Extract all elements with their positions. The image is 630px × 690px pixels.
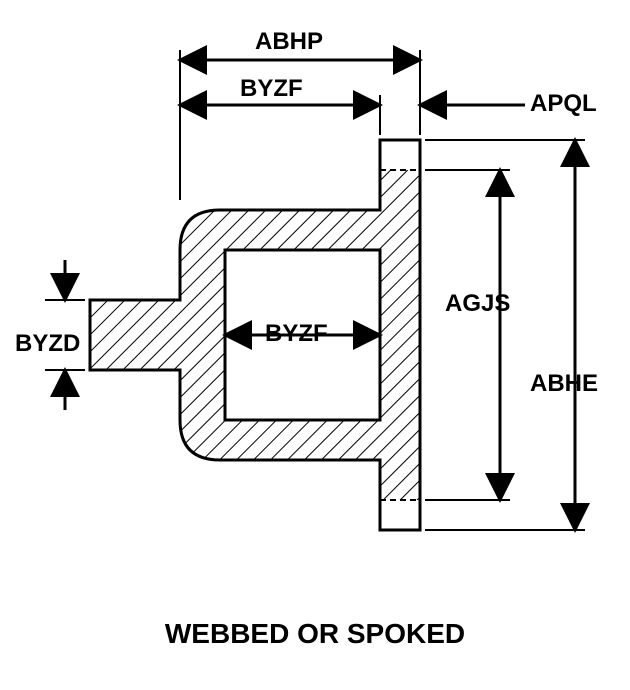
label-byzf-center: BYZF xyxy=(265,320,328,348)
flange-bottom-cutout xyxy=(380,500,420,530)
technical-drawing: ABHP BYZF APQL BYZD BYZF AGJS ABHE WEBBE… xyxy=(0,0,630,690)
label-byzd: BYZD xyxy=(15,330,80,358)
label-apql: APQL xyxy=(530,90,597,118)
label-byzf-top: BYZF xyxy=(240,75,303,103)
label-abhp: ABHP xyxy=(255,28,323,56)
label-agjs: AGJS xyxy=(445,290,510,318)
flange-top-cutout xyxy=(380,140,420,170)
label-abhe: ABHE xyxy=(530,370,598,398)
drawing-caption: WEBBED OR SPOKED xyxy=(0,618,630,650)
